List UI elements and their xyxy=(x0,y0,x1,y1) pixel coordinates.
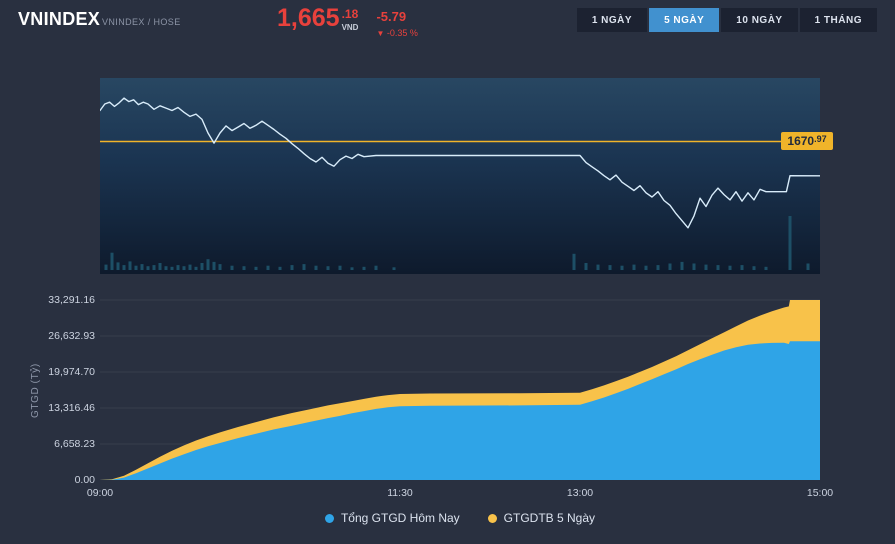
price-change-percent: -0.35 % xyxy=(386,28,418,38)
price-change-percent-row: ▼ -0.35 % xyxy=(376,28,417,38)
legend-item-avg5d[interactable]: GTGDTB 5 Ngày xyxy=(487,511,596,525)
turnover-chart[interactable] xyxy=(100,290,820,480)
chart-legend: Tổng GTGD Hôm Nay GTGDTB 5 Ngày xyxy=(100,511,820,525)
price-chart[interactable] xyxy=(100,78,820,274)
symbol-title: VNINDEX xyxy=(18,9,101,29)
price-line-plot[interactable] xyxy=(100,78,820,274)
x-tick-label: 09:00 xyxy=(86,487,114,499)
y-tick-label: 13,316.46 xyxy=(48,402,95,414)
y-tick-label: 26,632.93 xyxy=(48,330,95,342)
x-tick-label: 11:30 xyxy=(387,487,413,499)
y-axis-title: GTGD (Tỷ) xyxy=(30,363,41,418)
y-tick-label: 19,974.70 xyxy=(48,365,95,378)
range-tab-1-ngay[interactable]: 1 NGÀY xyxy=(576,8,648,32)
symbol-subtitle: VNINDEX / HOSE xyxy=(102,17,181,27)
price-decimal: .18 xyxy=(341,7,359,21)
price-value: 1,665 xyxy=(277,4,340,32)
legend-dot-blue xyxy=(324,513,334,523)
legend-dot-yellow xyxy=(487,513,497,523)
price-block: 1,665 .18 VND -5.79 ▼ -0.35 % xyxy=(277,4,418,38)
reference-price-int: 1670 xyxy=(787,134,815,149)
currency-label: VND xyxy=(341,23,359,32)
x-tick-label: 15:00 xyxy=(806,487,834,499)
y-tick-label: 6,658.23 xyxy=(54,438,95,450)
legend-item-today[interactable]: Tổng GTGD Hôm Nay xyxy=(324,511,460,525)
legend-label-today: Tổng GTGD Hôm Nay xyxy=(340,511,460,525)
price-change: -5.79 xyxy=(376,9,407,24)
price-side: .18 VND xyxy=(342,7,359,38)
reference-price-dec: .97 xyxy=(814,134,827,145)
turnover-area-plot[interactable] xyxy=(100,290,820,480)
y-tick-label: 33,291.16 xyxy=(48,294,95,306)
legend-label-avg5d: GTGDTB 5 Ngày xyxy=(503,511,596,525)
range-tabs: 1 NGÀY 5 NGÀY 10 NGÀY 1 THÁNG xyxy=(576,8,877,32)
range-tab-5-ngay[interactable]: 5 NGÀY xyxy=(649,8,720,32)
x-tick-label: 13:00 xyxy=(566,487,594,499)
reference-price-badge: 1670.97 xyxy=(781,132,833,151)
y-tick-label: 0.00 xyxy=(74,474,95,486)
down-arrow-icon: ▼ xyxy=(376,29,385,38)
change-block: -5.79 ▼ -0.35 % xyxy=(376,9,417,38)
range-tab-10-ngay[interactable]: 10 NGÀY xyxy=(721,8,798,32)
range-tab-1-thang[interactable]: 1 THÁNG xyxy=(799,8,877,32)
